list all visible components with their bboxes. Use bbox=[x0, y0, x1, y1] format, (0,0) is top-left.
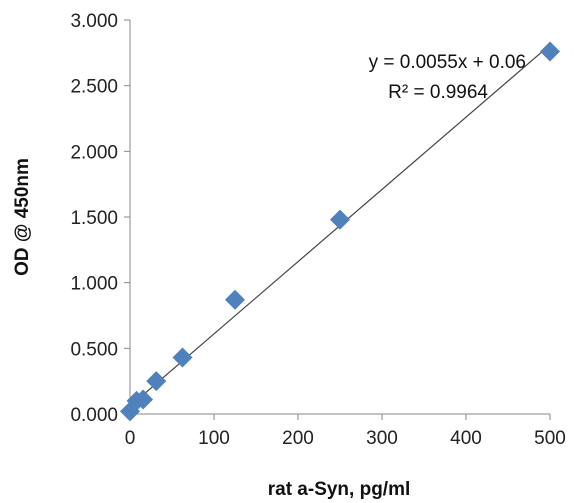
y-axis-ticks: 0.000 0.500 1.000 1.500 2.000 2.500 3.000 bbox=[70, 11, 130, 426]
data-point-marker bbox=[330, 209, 350, 230]
data-point-marker bbox=[133, 389, 154, 410]
x-axis-title: rat a-Syn, pg/ml bbox=[268, 479, 411, 500]
y-tick-label: 0.500 bbox=[70, 339, 118, 360]
trendline-equation: y = 0.0055x + 0.06 bbox=[369, 52, 526, 73]
data-point-marker bbox=[225, 289, 245, 310]
y-tick-label: 2.500 bbox=[70, 77, 118, 98]
data-point-marker bbox=[146, 371, 167, 392]
x-tick-label: 100 bbox=[198, 428, 230, 449]
x-tick-label: 200 bbox=[282, 428, 314, 449]
y-tick-label: 1.000 bbox=[70, 274, 118, 295]
x-tick-label: 400 bbox=[450, 428, 482, 449]
data-points bbox=[120, 41, 560, 422]
y-tick-label: 1.500 bbox=[70, 208, 118, 229]
r-squared-label: R² = 0.9964 bbox=[388, 82, 488, 103]
y-tick-label: 0.000 bbox=[70, 405, 118, 426]
y-axis-title: OD @ 450nm bbox=[12, 158, 33, 276]
data-point-marker bbox=[172, 347, 193, 368]
x-tick-label: 0 bbox=[125, 428, 136, 449]
x-tick-label: 500 bbox=[534, 428, 566, 449]
x-tick-label: 300 bbox=[366, 428, 398, 449]
y-tick-label: 3.000 bbox=[70, 11, 118, 32]
x-axis-ticks: 0 100 200 300 400 500 bbox=[125, 414, 566, 449]
y-tick-label: 2.000 bbox=[70, 142, 118, 163]
data-point-marker bbox=[540, 41, 560, 62]
